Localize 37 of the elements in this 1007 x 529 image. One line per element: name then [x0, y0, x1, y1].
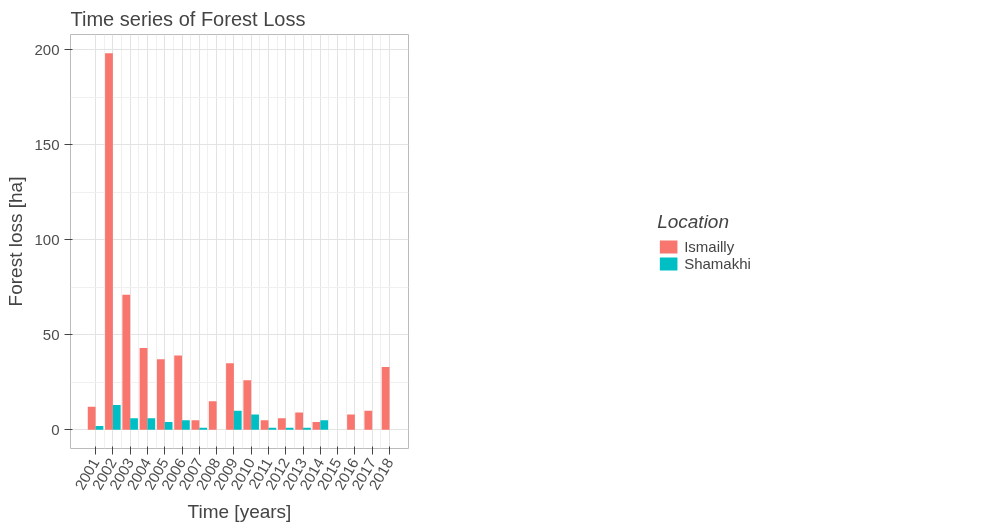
bar	[251, 414, 259, 430]
bar	[174, 355, 183, 430]
legend-label: Shamakhi	[684, 254, 751, 272]
y-tick-label: 0	[51, 420, 60, 438]
bar	[364, 410, 373, 430]
bar	[233, 410, 242, 430]
bar	[208, 401, 217, 430]
bar	[164, 422, 173, 430]
bar	[95, 425, 104, 430]
bar	[260, 420, 269, 430]
bar	[122, 294, 131, 430]
bar	[295, 412, 304, 430]
y-tick-label: 100	[34, 230, 60, 248]
y-tick-label: 50	[42, 325, 60, 343]
bar	[191, 420, 200, 430]
y-axis-title: Forest loss [ha]	[5, 176, 27, 307]
bar	[347, 414, 355, 430]
x-axis-title: Time [years]	[187, 501, 292, 523]
bar	[130, 418, 138, 430]
y-tick-label: 200	[34, 40, 60, 58]
bar	[243, 380, 252, 430]
bar	[320, 420, 329, 430]
bar	[87, 406, 96, 430]
bar	[139, 347, 148, 430]
bar	[182, 420, 190, 430]
y-tick-label: 150	[34, 135, 60, 153]
chart-title: Time series of Forest Loss	[70, 7, 306, 30]
bar	[147, 418, 156, 430]
bar	[226, 363, 234, 430]
legend-label: Ismailly	[684, 237, 735, 255]
bar	[105, 53, 113, 430]
bar	[312, 422, 321, 430]
bar	[381, 366, 390, 430]
legend-title: Location	[657, 210, 730, 233]
bar	[156, 359, 165, 430]
bar	[112, 404, 121, 430]
bar	[277, 418, 286, 430]
